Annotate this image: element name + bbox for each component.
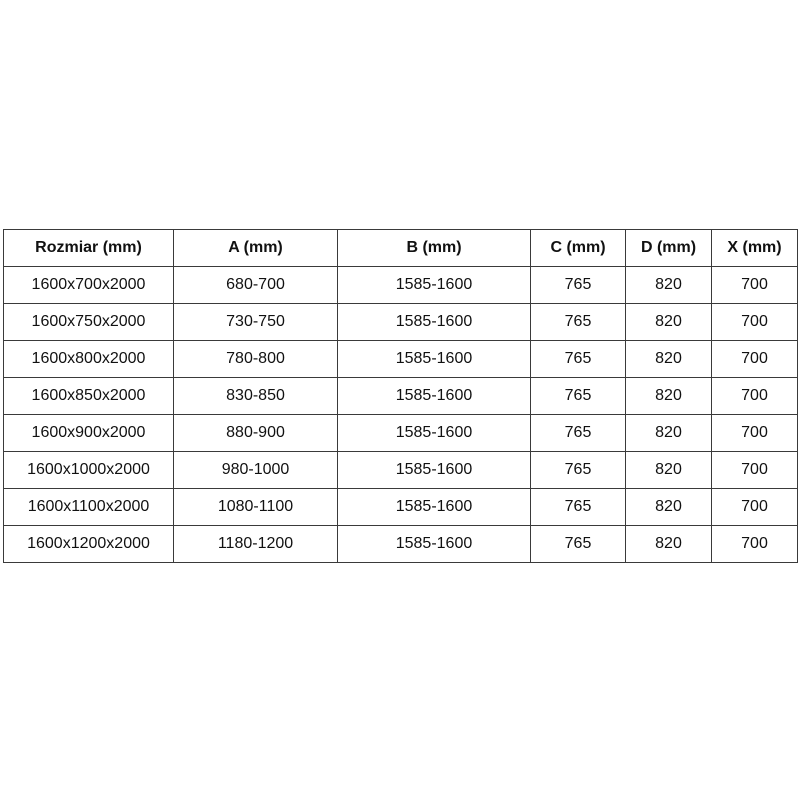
table-cell: 830-850 bbox=[173, 377, 338, 415]
table-cell: 1600x800x2000 bbox=[3, 340, 174, 378]
table-cell: 1600x700x2000 bbox=[3, 266, 174, 304]
column-header: C (mm) bbox=[530, 229, 626, 267]
table-cell: 1600x750x2000 bbox=[3, 303, 174, 341]
table-cell: 700 bbox=[711, 451, 798, 489]
table-cell: 1600x1000x2000 bbox=[3, 451, 174, 489]
table-cell: 1585-1600 bbox=[337, 377, 531, 415]
table-cell: 700 bbox=[711, 340, 798, 378]
table-cell: 700 bbox=[711, 266, 798, 304]
table-row: 1600x1000x2000 980-1000 1585-1600 765 820 700 bbox=[3, 451, 798, 489]
table-cell: 765 bbox=[530, 414, 626, 452]
table-row: 1600x750x2000 730-750 1585-1600 765 820 700 bbox=[3, 303, 798, 341]
table-row: 1600x1200x2000 1180-1200 1585-1600 765 820 70… bbox=[3, 525, 798, 563]
table-cell: 1585-1600 bbox=[337, 266, 531, 304]
table-cell: 765 bbox=[530, 266, 626, 304]
table-cell: 820 bbox=[625, 266, 712, 304]
table-cell: 1600x1100x2000 bbox=[3, 488, 174, 526]
table-cell: 700 bbox=[711, 525, 798, 563]
column-header: B (mm) bbox=[337, 229, 531, 267]
column-header: X (mm) bbox=[711, 229, 798, 267]
table-cell: 680-700 bbox=[173, 266, 338, 304]
table-cell: 1600x1200x2000 bbox=[3, 525, 174, 563]
table-cell: 820 bbox=[625, 451, 712, 489]
table-cell: 765 bbox=[530, 488, 626, 526]
column-header: A (mm) bbox=[173, 229, 338, 267]
table-cell: 880-900 bbox=[173, 414, 338, 452]
table-cell: 1080-1100 bbox=[173, 488, 338, 526]
table-row: 1600x900x2000 880-900 1585-1600 765 820 700 bbox=[3, 414, 798, 452]
table-cell: 1585-1600 bbox=[337, 303, 531, 341]
table-row: 1600x850x2000 830-850 1585-1600 765 820 700 bbox=[3, 377, 798, 415]
table-cell: 980-1000 bbox=[173, 451, 338, 489]
table-cell: 700 bbox=[711, 303, 798, 341]
table-cell: 1585-1600 bbox=[337, 451, 531, 489]
dimensions-table: Rozmiar (mm) A (mm) B (mm) C (mm) D (mm) X (m… bbox=[3, 229, 798, 563]
table-cell: 820 bbox=[625, 377, 712, 415]
table-cell: 700 bbox=[711, 488, 798, 526]
table-cell: 765 bbox=[530, 377, 626, 415]
table-cell: 820 bbox=[625, 340, 712, 378]
table-cell: 820 bbox=[625, 303, 712, 341]
table-cell: 700 bbox=[711, 377, 798, 415]
table-cell: 1585-1600 bbox=[337, 525, 531, 563]
table-cell: 820 bbox=[625, 414, 712, 452]
table-row: 1600x800x2000 780-800 1585-1600 765 820 700 bbox=[3, 340, 798, 378]
table-cell: 765 bbox=[530, 303, 626, 341]
table-cell: 765 bbox=[530, 340, 626, 378]
table-cell: 780-800 bbox=[173, 340, 338, 378]
column-header: Rozmiar (mm) bbox=[3, 229, 174, 267]
table-row: 1600x1100x2000 1080-1100 1585-1600 765 820 70… bbox=[3, 488, 798, 526]
table-cell: 820 bbox=[625, 525, 712, 563]
table-cell: 730-750 bbox=[173, 303, 338, 341]
table-header-row: Rozmiar (mm) A (mm) B (mm) C (mm) D (mm) X (m… bbox=[3, 229, 798, 267]
column-header: D (mm) bbox=[625, 229, 712, 267]
table-cell: 1585-1600 bbox=[337, 488, 531, 526]
table-cell: 765 bbox=[530, 451, 626, 489]
table-cell: 1585-1600 bbox=[337, 340, 531, 378]
table-cell: 1600x900x2000 bbox=[3, 414, 174, 452]
table-cell: 1585-1600 bbox=[337, 414, 531, 452]
table-cell: 1180-1200 bbox=[173, 525, 338, 563]
table-row: 1600x700x2000 680-700 1585-1600 765 820 700 bbox=[3, 266, 798, 304]
table-cell: 700 bbox=[711, 414, 798, 452]
table-cell: 765 bbox=[530, 525, 626, 563]
table-cell: 820 bbox=[625, 488, 712, 526]
table-cell: 1600x850x2000 bbox=[3, 377, 174, 415]
